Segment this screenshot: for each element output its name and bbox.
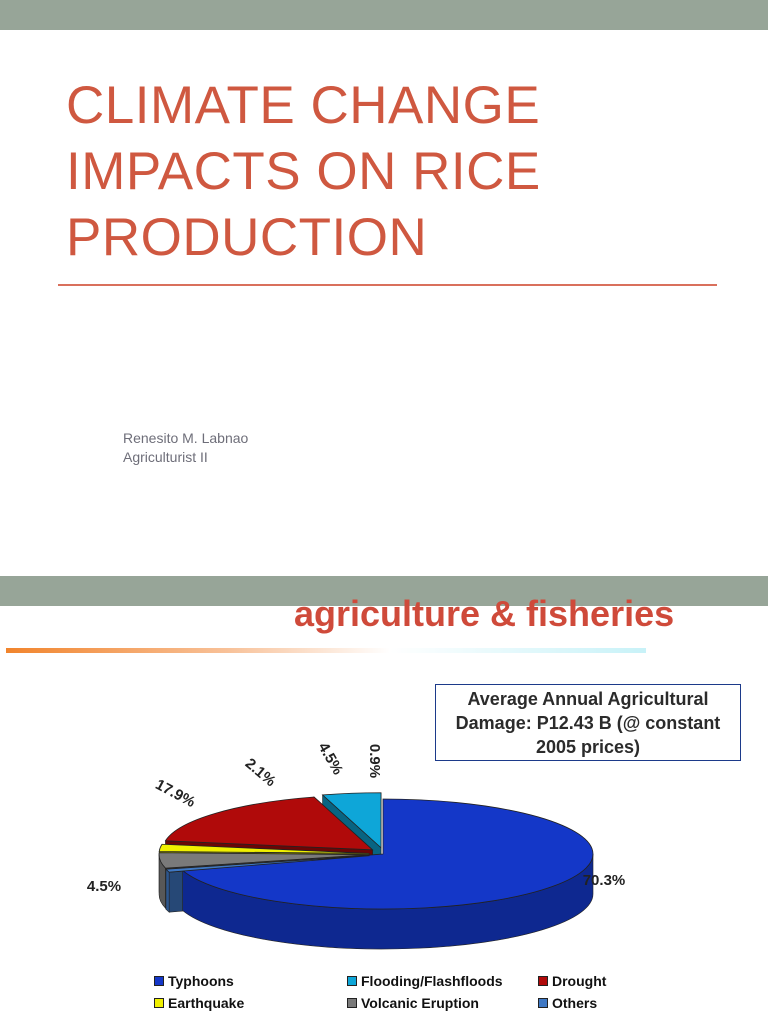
author-role: Agriculturist II [123,449,208,465]
legend-swatch [154,976,164,986]
pie-slice-earthquake [158,843,370,854]
legend-label: Volcanic Eruption [361,995,479,1011]
legend-item: Earthquake [154,995,244,1011]
pie-side-others [165,868,170,913]
legend-swatch [538,976,548,986]
slide-top-bar [0,0,768,30]
title-slide: CLIMATE CHANGE IMPACTS ON RICE PRODUCTIO… [0,0,768,467]
heading-underline [6,648,646,653]
chart-slide: agriculture & fisheries 70.3% 0.9% 4.5% 2.1… [0,576,768,1024]
author-name: Renesito M. Labnao [123,430,249,446]
title-divider [58,284,717,286]
chart-legend: Typhoons Flooding/Flashfloods Drought Earth… [154,973,754,1017]
legend-label: Typhoons [168,973,234,989]
pie-slice-others [165,855,370,873]
legend-item: Typhoons [154,973,234,989]
legend-item: Flooding/Flashfloods [347,973,503,989]
slide-top-bar [0,576,768,606]
legend-swatch [347,998,357,1008]
legend-label: Others [552,995,598,1011]
legend-item: Others [538,995,597,1011]
data-label: 4.5% [315,740,347,778]
author-block: Renesito M. Labnao Agriculturist II [123,429,248,467]
legend-label: Drought [552,973,607,989]
legend-swatch [154,998,164,1008]
data-label: 2.1% [242,755,279,790]
section-heading: agriculture & fisheries [294,593,675,634]
title-line: IMPACTS ON RICE [66,142,541,201]
slide-title: CLIMATE CHANGE IMPACTS ON RICE PRODUCTIO… [66,73,541,271]
pie-chart: 70.3% 0.9% 4.5% 2.1% 17.9% 4.5% [87,740,626,950]
pie-slice-volcanic-eruption [158,852,370,869]
data-label: 17.9% [152,776,198,811]
data-label: 4.5% [87,878,121,895]
data-label: 0.9% [366,744,383,778]
legend-swatch [347,976,357,986]
legend-item: Volcanic Eruption [347,995,479,1011]
legend-swatch [538,998,548,1008]
title-line: CLIMATE CHANGE [66,76,541,135]
pie-tops [158,792,594,910]
pie-slice-typhoons [181,798,594,910]
legend-item: Drought [538,973,606,989]
pie-slice-drought [164,796,374,851]
legend-label: Flooding/Flashfloods [361,973,503,989]
legend-label: Earthquake [168,995,245,1011]
pie-slice-flooding-flashfloods [321,792,382,849]
data-label: 70.3% [583,872,626,889]
chart-title-box: Average Annual Agricultural Damage: P12.… [435,684,741,761]
title-line: PRODUCTION [66,208,428,267]
